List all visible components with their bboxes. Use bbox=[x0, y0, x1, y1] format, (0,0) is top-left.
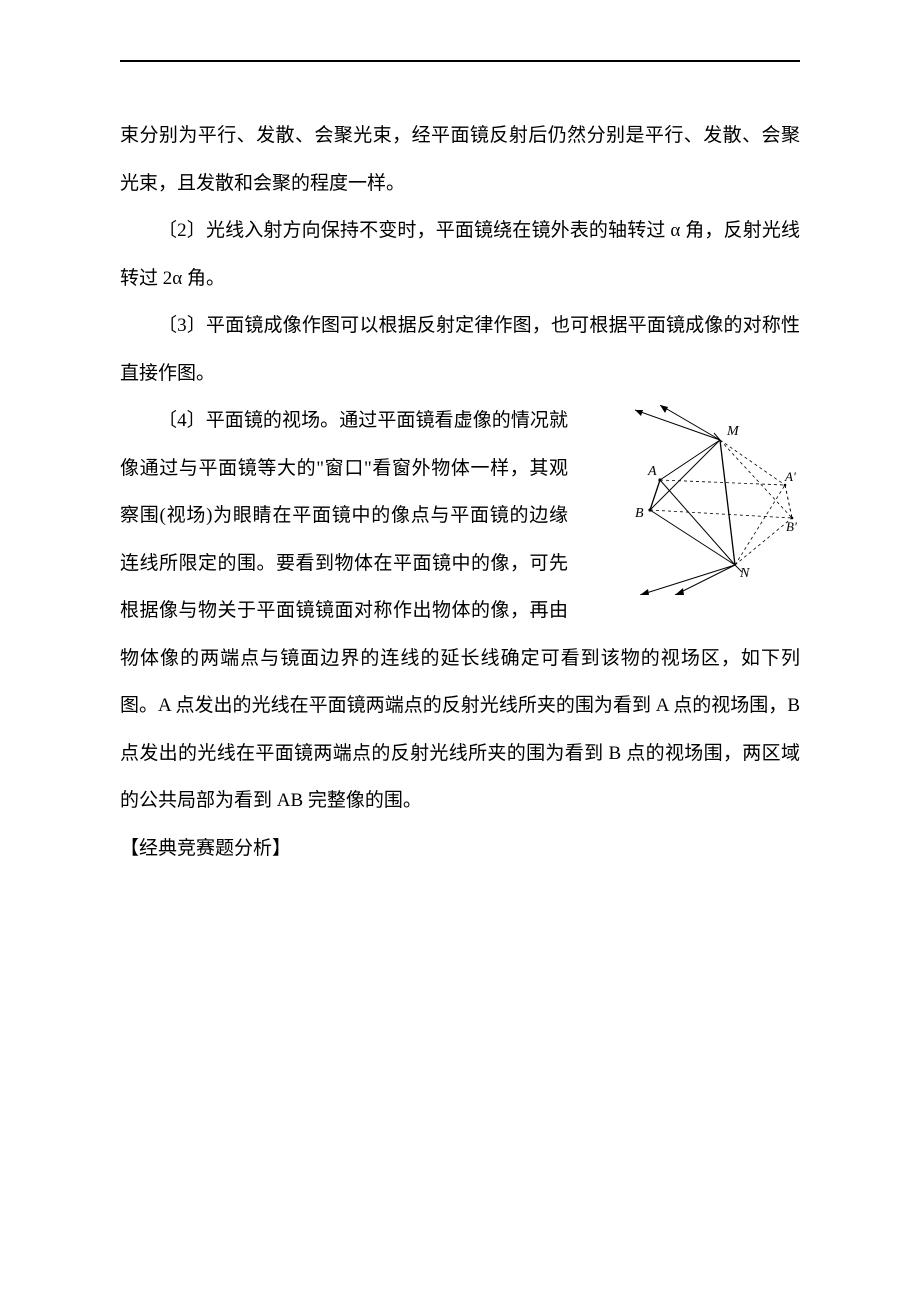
dash-n-aprime bbox=[735, 485, 785, 565]
dash-m-aprime bbox=[720, 440, 785, 485]
document-page: 束分别为平行、发散、会聚光束，经平面镜反射后仍然分别是平行、发散、会聚光束，且发… bbox=[0, 0, 920, 1302]
segment-ab-prime bbox=[785, 485, 792, 518]
paragraph-2: 〔2〕光线入射方向保持不变时，平面镜绕在镜外表的轴转过 α 角，反射光线转过 2… bbox=[120, 207, 800, 302]
reflected-n-1 bbox=[640, 565, 735, 595]
header-rule bbox=[120, 60, 800, 62]
ray-b-n bbox=[650, 510, 735, 565]
label-n: N bbox=[739, 566, 750, 581]
label-m: M bbox=[726, 424, 740, 439]
ray-b-m bbox=[650, 440, 720, 510]
dash-m-bprime bbox=[720, 440, 792, 518]
dash-b-bprime bbox=[650, 510, 792, 518]
arrow-m-1 bbox=[635, 410, 643, 416]
ray-a-m bbox=[660, 440, 720, 480]
mirror-diagram: M N A B A' B' bbox=[580, 405, 800, 595]
arrow-n-2 bbox=[675, 588, 684, 595]
body-text: 束分别为平行、发散、会聚光束，经平面镜反射后仍然分别是平行、发散、会聚光束，且发… bbox=[120, 112, 800, 872]
arrow-n-1 bbox=[640, 589, 649, 595]
arrow-m-2 bbox=[660, 405, 668, 413]
paragraph-1: 束分别为平行、发散、会聚光束，经平面镜反射后仍然分别是平行、发散、会聚光束，且发… bbox=[120, 112, 800, 207]
dash-n-bprime bbox=[735, 518, 792, 565]
paragraph-3: 〔3〕平面镜成像作图可以根据反射定律作图，也可根据平面镜成像的对称性直接作图。 bbox=[120, 302, 800, 397]
label-b-prime: B' bbox=[786, 519, 797, 534]
mirror-line bbox=[720, 440, 735, 565]
label-b: B bbox=[635, 506, 644, 521]
label-a-prime: A' bbox=[784, 469, 796, 484]
section-heading: 【经典竞赛题分析】 bbox=[120, 825, 800, 873]
label-a: A bbox=[647, 464, 657, 479]
reflected-m-1 bbox=[635, 410, 720, 440]
ray-a-n bbox=[660, 480, 735, 565]
reflected-n-2 bbox=[675, 565, 735, 595]
mirror-diagram-svg: M N A B A' B' bbox=[580, 405, 800, 595]
